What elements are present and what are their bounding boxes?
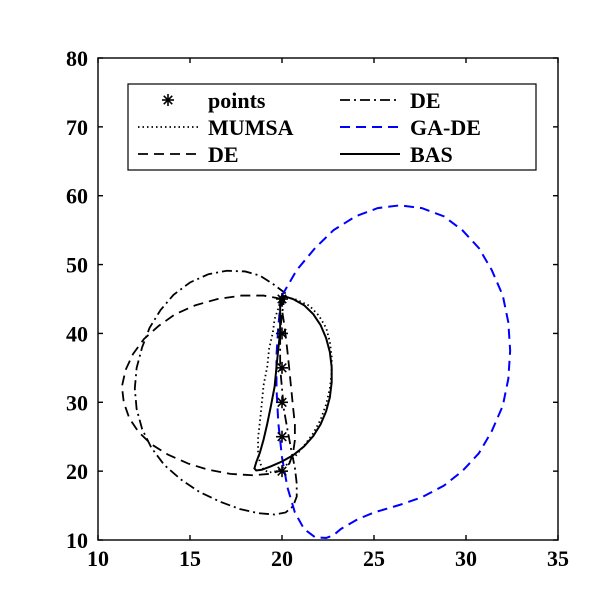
x-tick-label: 25 (363, 546, 385, 571)
x-tick-label: 15 (179, 546, 201, 571)
x-tick-label: 30 (455, 546, 477, 571)
legend-label: BAS (410, 142, 453, 167)
point-marker (276, 327, 288, 339)
y-tick-label: 80 (66, 46, 88, 71)
series-de-dash (122, 296, 295, 476)
y-tick-label: 70 (66, 115, 88, 140)
legend-label: GA-DE (410, 115, 481, 140)
y-tick-label: 20 (66, 459, 88, 484)
x-tick-label: 20 (271, 546, 293, 571)
y-tick-label: 10 (66, 528, 88, 553)
y-tick-label: 40 (66, 321, 88, 346)
legend-label: MUMSA (208, 115, 294, 140)
point-marker (276, 362, 288, 374)
point-marker (276, 465, 288, 477)
series-bas (254, 296, 331, 471)
point-marker (162, 94, 174, 106)
chart-svg: 1015202530351020304050607080pointsMUMSAD… (0, 0, 606, 606)
y-tick-label: 30 (66, 390, 88, 415)
x-tick-label: 10 (87, 546, 109, 571)
point-marker (276, 293, 288, 305)
y-tick-label: 50 (66, 253, 88, 278)
x-tick-label: 35 (547, 546, 569, 571)
series-ga-de (276, 205, 510, 538)
legend-label: points (208, 88, 266, 113)
legend-label: DE (410, 88, 441, 113)
y-tick-label: 60 (66, 184, 88, 209)
series-group (122, 205, 510, 538)
point-marker (276, 431, 288, 443)
series-de-dashdot (135, 271, 297, 515)
legend-label: DE (208, 142, 239, 167)
point-marker (276, 396, 288, 408)
